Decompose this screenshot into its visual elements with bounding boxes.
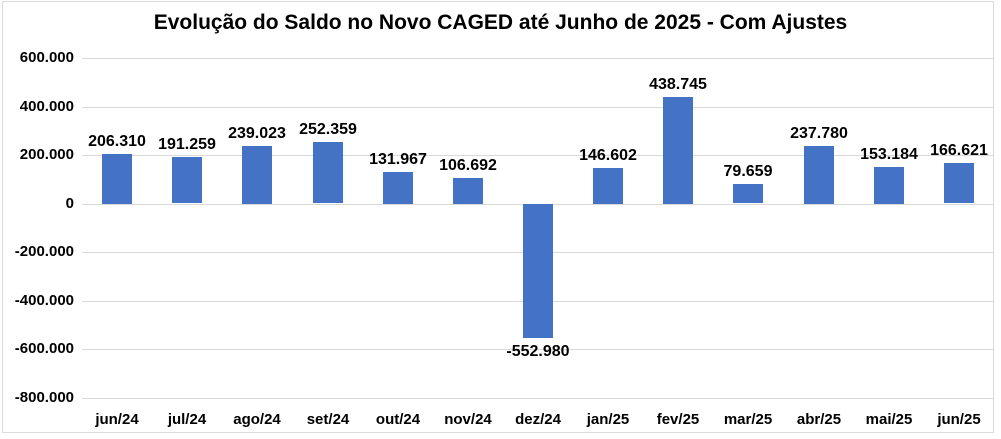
- y-axis-tick-label: -600.000: [14, 340, 74, 357]
- x-axis-label: dez/24: [515, 411, 561, 428]
- bar-value-label: 237.780: [790, 125, 848, 142]
- y-axis-tick-label: -800.000: [14, 389, 74, 406]
- bar-value-label: 191.259: [158, 136, 216, 153]
- bar-out-24: [383, 172, 413, 204]
- bar-value-label: 153.184: [860, 146, 918, 163]
- bar-value-label: 206.310: [88, 133, 146, 150]
- chart-title: Evolução do Saldo no Novo CAGED até Junh…: [153, 11, 848, 34]
- bar-dez-24: [523, 204, 553, 338]
- gridline: [82, 398, 994, 399]
- y-axis-tick-label: 600.000: [19, 49, 74, 66]
- x-axis-label: set/24: [306, 411, 350, 428]
- bar-mai-25: [874, 167, 904, 204]
- gridline: [82, 349, 994, 350]
- bar-abr-25: [804, 146, 834, 204]
- bar-ago-24: [242, 146, 272, 204]
- x-axis-label: jun/25: [937, 411, 981, 428]
- y-axis-tick-label: 200.000: [19, 146, 74, 163]
- y-axis-tick-label: -200.000: [14, 243, 74, 260]
- gridline: [82, 58, 994, 59]
- x-axis-label: fev/25: [656, 411, 700, 428]
- x-axis-label: nov/24: [444, 411, 492, 428]
- bar-value-label: 106.692: [439, 157, 497, 174]
- bar-jul-24: [172, 157, 202, 203]
- x-axis-label: out/24: [375, 411, 421, 428]
- gridline: [82, 107, 994, 108]
- x-axis-label: jan/25: [586, 411, 630, 428]
- bar-nov-24: [453, 178, 483, 204]
- x-axis-label: jun/24: [95, 411, 139, 428]
- y-axis-tick-label: 0: [65, 195, 74, 212]
- x-axis-label: mar/25: [723, 411, 773, 428]
- x-axis-label: mai/25: [865, 411, 913, 428]
- bar-jun-25: [944, 163, 974, 203]
- bar-value-label: 79.659: [723, 163, 773, 180]
- x-axis-label: jul/24: [167, 411, 207, 428]
- bar-fev-25: [663, 97, 693, 204]
- bar-mar-25: [733, 184, 763, 203]
- y-axis-tick-label: -400.000: [14, 292, 74, 309]
- chart-border: [2, 1, 994, 433]
- y-axis-tick-label: 400.000: [19, 98, 74, 115]
- gridline: [82, 155, 994, 156]
- bar-value-label: 146.602: [579, 147, 637, 164]
- bar-jan-25: [593, 168, 623, 204]
- bar-set-24: [313, 142, 343, 203]
- bar-value-label: 438.745: [649, 76, 707, 93]
- bar-value-label: 131.967: [369, 151, 427, 168]
- bar-jun-24: [102, 154, 132, 204]
- bar-value-label: -552.980: [506, 343, 570, 360]
- x-axis-label: abr/25: [796, 411, 842, 428]
- bar-value-label: 239.023: [228, 125, 286, 142]
- bar-value-label: 166.621: [930, 142, 988, 159]
- x-axis-label: ago/24: [233, 411, 281, 428]
- bar-value-label: 252.359: [299, 121, 357, 138]
